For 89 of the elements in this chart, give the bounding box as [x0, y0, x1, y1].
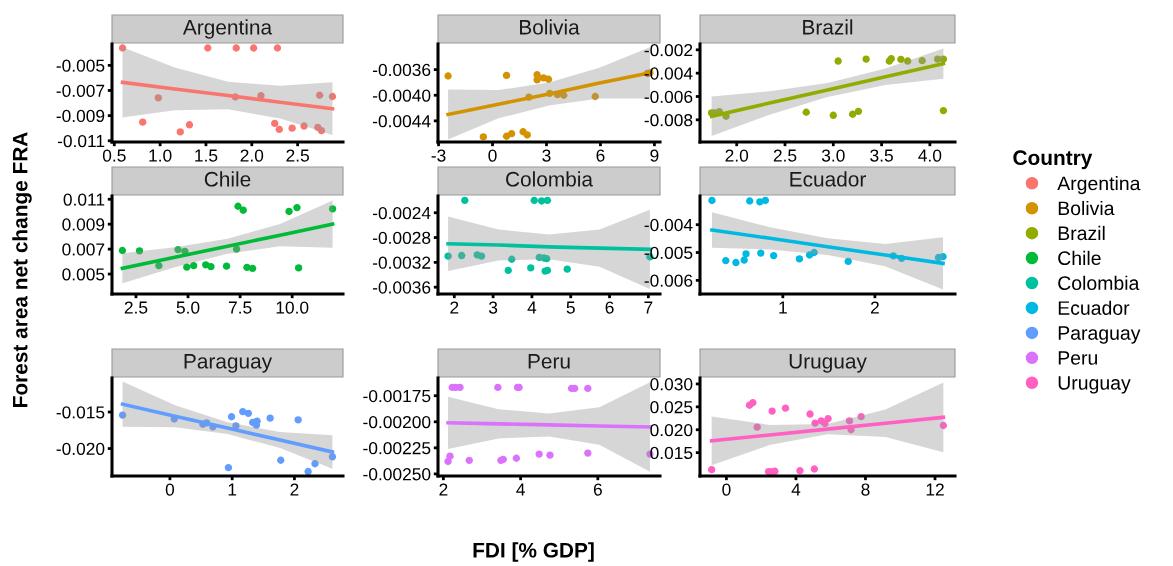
legend-label: Paraguay [1058, 326, 1141, 344]
x-tick-label: 2 [450, 301, 459, 314]
legend-label: Uruguay [1058, 376, 1131, 394]
x-tick-label: 6 [605, 301, 614, 314]
y-tick-label: 0.009 [62, 218, 105, 231]
x-tick-label: 7 [644, 301, 653, 314]
x-tick-label: 1 [228, 483, 237, 496]
x-tick-label: 5.0 [176, 301, 200, 314]
x-tick-label: 10.0 [276, 301, 309, 314]
y-tick-label: -0.002 [644, 44, 693, 57]
y-tick-label: -0.004 [644, 218, 693, 232]
y-tick-label: 0.020 [650, 423, 693, 437]
legend-label: Peru [1058, 351, 1097, 365]
x-tick-label: 0 [722, 483, 731, 496]
y-tick-label: 0.005 [62, 268, 105, 281]
chart-title: Argentina [182, 19, 273, 39]
y-tick-label: 0.015 [650, 446, 693, 460]
y-tick-label: -0.015 [56, 406, 105, 419]
y-tick-label: -0.0032 [372, 256, 431, 269]
y-tick-label: -0.0028 [372, 231, 431, 245]
x-tick-label: 3.0 [821, 149, 845, 162]
chart-title: Brazil [803, 19, 853, 35]
x-tick-label: 1.5 [195, 149, 218, 162]
x-tick-label: 0 [488, 149, 497, 162]
chart-title: Bolivia [520, 19, 580, 35]
legend-label: Ecuador [1058, 300, 1130, 315]
x-tick-label: 0 [165, 483, 175, 496]
y-tick-label: 0.030 [650, 378, 693, 391]
y-tick-label: -0.008 [644, 114, 693, 127]
x-tick-label: 5 [566, 301, 575, 314]
x-tick-label: 2.0 [240, 149, 264, 162]
y-tick-label: -0.00225 [363, 442, 431, 455]
x-tick-label: 2.5 [286, 149, 309, 162]
y-tick-label: -0.0044 [372, 115, 431, 128]
y-tick-label: -0.006 [644, 274, 693, 287]
y-tick-label: -0.011 [57, 134, 105, 148]
y-tick-label: -0.020 [56, 442, 105, 455]
x-tick-label: 2.0 [725, 149, 749, 162]
x-tick-label: 3 [488, 301, 498, 314]
y-tick-label: -0.009 [56, 109, 105, 123]
legend-label: Colombia [1058, 275, 1140, 291]
legend-title: Country [1013, 150, 1093, 170]
chart-title: Chile [204, 171, 251, 187]
x-tick-label: 1 [779, 301, 787, 314]
x-tick-label: 9 [650, 149, 659, 162]
x-tick-label: 7.5 [228, 301, 252, 314]
chart-title: Ecuador [790, 171, 866, 187]
x-tick-label: 4 [527, 301, 537, 314]
x-tick-label: 2.5 [773, 149, 797, 162]
y-tick-label: -0.0036 [372, 281, 431, 294]
y-tick-label: 0.025 [650, 401, 693, 414]
x-axis-title: FDI [% GDP] [473, 542, 594, 562]
y-tick-label: -0.00250 [363, 468, 431, 481]
y-tick-label: -0.00200 [363, 415, 431, 429]
chart-title: Uruguay [789, 354, 867, 373]
x-tick-label: 12 [926, 483, 944, 496]
x-tick-label: 2.5 [124, 301, 148, 314]
x-tick-label: 6 [596, 149, 605, 162]
x-tick-label: 3.5 [870, 149, 893, 162]
x-tick-label: 2 [290, 483, 299, 496]
x-tick-label: 4 [516, 483, 525, 496]
x-tick-label: 8 [861, 483, 870, 496]
legend-label: Argentina [1057, 176, 1141, 195]
y-tick-label: -0.00175 [363, 389, 431, 403]
legend-label: Bolivia [1058, 200, 1115, 216]
y-tick-label: -0.006 [644, 90, 693, 103]
y-tick-label: -0.0040 [372, 89, 431, 102]
y-tick-label: -0.005 [644, 246, 693, 259]
y-axis-title: Forest area net change FRA [12, 132, 32, 407]
x-tick-label: 2 [439, 483, 448, 496]
x-tick-label: -3 [431, 149, 446, 162]
x-tick-label: 4 [791, 483, 801, 496]
y-tick-label: -0.0024 [372, 206, 431, 220]
legend-label: Brazil [1058, 225, 1105, 241]
y-tick-label: 0.011 [63, 193, 105, 206]
chart-title: Colombia [506, 171, 593, 187]
chart-title: Peru [528, 354, 570, 369]
x-tick-label: 6 [593, 483, 602, 496]
x-tick-label: 3 [542, 149, 551, 162]
x-tick-label: 2 [870, 301, 879, 314]
y-tick-label: -0.0036 [372, 63, 431, 77]
x-tick-label: 1.0 [149, 149, 172, 162]
x-tick-label: 0.5 [102, 149, 126, 162]
legend-label: Chile [1058, 250, 1101, 266]
y-tick-label: -0.007 [56, 84, 105, 97]
chart-title: Paraguay [184, 354, 273, 373]
y-tick-label: -0.005 [56, 59, 105, 72]
x-tick-label: 4.0 [918, 149, 942, 162]
y-tick-label: 0.007 [62, 243, 105, 256]
